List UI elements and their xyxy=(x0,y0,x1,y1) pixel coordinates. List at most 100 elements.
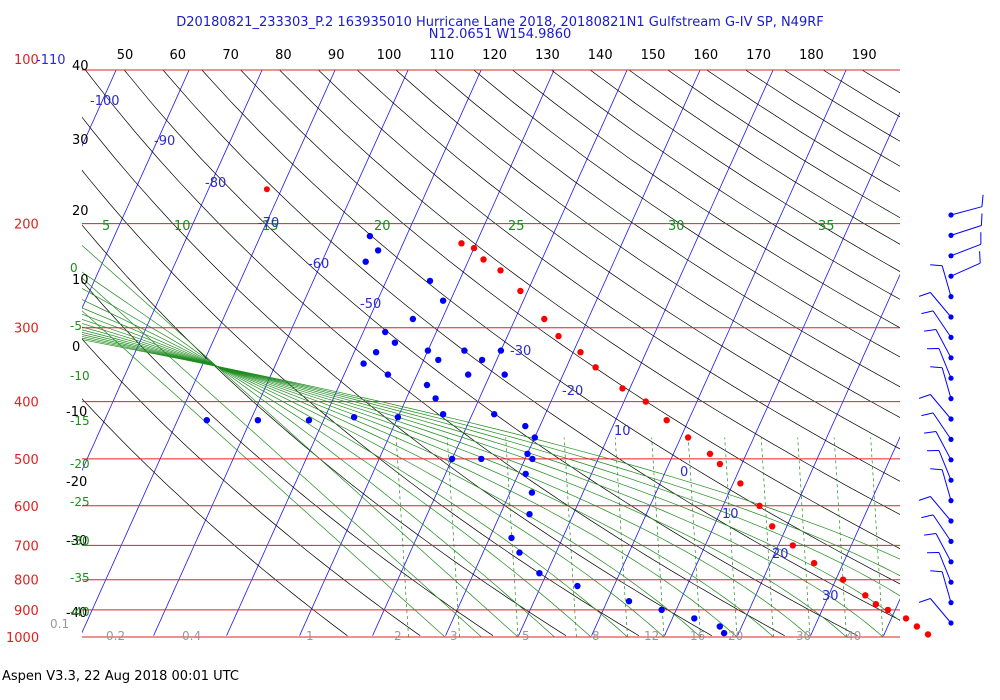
mixing-ratio-label: 20 xyxy=(728,629,743,643)
dewpoint-point xyxy=(362,258,369,265)
temperature-point xyxy=(810,559,818,567)
dry-adiabat-line xyxy=(85,70,785,637)
footer-version: Aspen V3.3, 22 Aug 2018 00:01 UTC xyxy=(2,669,239,684)
moist-adiabat-label: 30 xyxy=(668,219,685,234)
temperature-axis-label: 40 xyxy=(72,59,89,74)
dewpoint-point xyxy=(720,629,728,637)
isotherm-line xyxy=(82,70,336,634)
temperature-axis-label: -40 xyxy=(66,606,87,621)
pressure-label: -110 xyxy=(36,53,66,68)
dewpoint-point xyxy=(426,277,434,285)
temperature-point xyxy=(716,460,724,468)
wind-barb-staff xyxy=(938,348,952,379)
dewpoint_spikes-point xyxy=(461,347,468,354)
isotherm-label: -30 xyxy=(510,344,531,359)
temperature-point xyxy=(769,523,776,530)
mixing-ratio-line xyxy=(614,437,628,638)
theta-tick-label: 140 xyxy=(588,48,613,63)
moist-adiabat-label: 10 xyxy=(174,219,191,234)
isotherm-label: -60 xyxy=(308,257,329,272)
isotherm-line xyxy=(82,70,263,472)
dry-adiabat-line xyxy=(240,70,900,550)
mixing-ratio-label: 8 xyxy=(592,629,600,643)
wind-barb-flag xyxy=(924,533,937,536)
dewpoint-point xyxy=(508,534,515,542)
moist-adiabat-left-label: 0 xyxy=(70,261,78,275)
isotherm-line xyxy=(664,111,900,636)
wind-barb-staff xyxy=(941,265,952,297)
temperature-axis-label: 10 xyxy=(72,273,89,288)
wind-barb-staff xyxy=(930,496,952,522)
isotherm-label: -90 xyxy=(154,134,175,149)
dewpoint-point xyxy=(516,549,523,556)
moist-adiabat-line xyxy=(82,313,701,638)
dewpoint-point xyxy=(423,381,431,389)
dewpoint-point xyxy=(432,395,439,402)
dry-adiabat-line xyxy=(123,70,858,637)
temperature-point xyxy=(592,364,599,371)
isotherm-label: 10 xyxy=(614,424,631,439)
mixing-ratio-label: 1 xyxy=(306,629,314,643)
mixing-ratio-line xyxy=(395,437,409,638)
dewpoint-point xyxy=(384,371,392,378)
dewpoint-point xyxy=(522,422,529,430)
mixing-ratio-label: 0.2 xyxy=(106,629,125,643)
mixing-ratio-label: 0.4 xyxy=(182,629,201,643)
isotherm-line xyxy=(372,70,628,636)
mixing-ratio-label: 40 xyxy=(846,629,861,643)
dewpoint_spikes-point xyxy=(478,455,485,463)
dewpoint-point xyxy=(658,606,665,614)
isotherm-line xyxy=(737,273,900,636)
dewpoint_spikes-point xyxy=(448,455,456,463)
moist-adiabat-line xyxy=(82,326,811,638)
dewpoint-point xyxy=(522,470,529,478)
wind-barb-flag xyxy=(921,514,934,519)
dry-adiabat-line xyxy=(473,70,900,358)
temperature-point xyxy=(913,623,921,630)
dewpoint-point xyxy=(625,598,633,605)
temperature-point xyxy=(862,592,869,599)
isotherm-line xyxy=(299,70,555,636)
temperature-axis-label: -20 xyxy=(66,475,87,490)
dewpoint-point xyxy=(439,297,447,304)
dry-adiabat-line xyxy=(551,70,900,300)
temperature-point xyxy=(684,434,692,441)
wind-barb-dot xyxy=(948,559,954,565)
temperature-axis-label: 20 xyxy=(72,204,89,219)
dry-adiabat-line xyxy=(822,70,900,118)
temperature-point xyxy=(902,615,910,622)
wind-barb-staff xyxy=(930,394,952,420)
mixing-ratio-line xyxy=(797,437,811,638)
isotherm-line xyxy=(153,70,409,636)
moist-adiabat-left-label: -40 xyxy=(70,605,90,619)
isotherm-line xyxy=(226,70,482,636)
dry-adiabat-line xyxy=(434,70,900,388)
moist-adiabat-line xyxy=(82,271,555,638)
temperature-point xyxy=(789,542,796,549)
wind-barb-flag xyxy=(979,251,981,264)
moist-adiabat-line xyxy=(82,244,519,638)
wind-barb-dot xyxy=(948,579,954,585)
temperature-point xyxy=(458,240,465,247)
chart-subtitle: N12.0651 W154.9860 xyxy=(428,27,572,42)
dewpoint-point xyxy=(574,582,581,590)
dry-adiabat-line xyxy=(279,70,900,515)
theta-tick-label: 180 xyxy=(799,48,824,63)
mixing-ratio-label: 16 xyxy=(690,629,705,643)
dry-adiabat-line xyxy=(82,280,494,636)
dry-adiabat-line xyxy=(82,338,421,636)
mixing-ratio-line xyxy=(760,437,774,638)
moist-adiabat-left-label: -30 xyxy=(70,534,90,548)
mixing-ratio-label: 12 xyxy=(644,629,659,643)
dewpoint-point xyxy=(409,315,417,323)
dewpoint-point xyxy=(374,247,382,254)
isotherm-label: 30 xyxy=(822,589,839,604)
isotherm-line xyxy=(445,70,701,636)
wind-barb-staff xyxy=(935,533,952,563)
wind-barb-staff xyxy=(941,571,952,603)
dewpoint_spikes-point xyxy=(424,347,432,354)
temperature-axis-label: -10 xyxy=(66,405,87,420)
wind-barb-flag xyxy=(921,310,934,315)
pressure-label: 200 xyxy=(14,218,39,233)
background-lines xyxy=(82,70,900,638)
